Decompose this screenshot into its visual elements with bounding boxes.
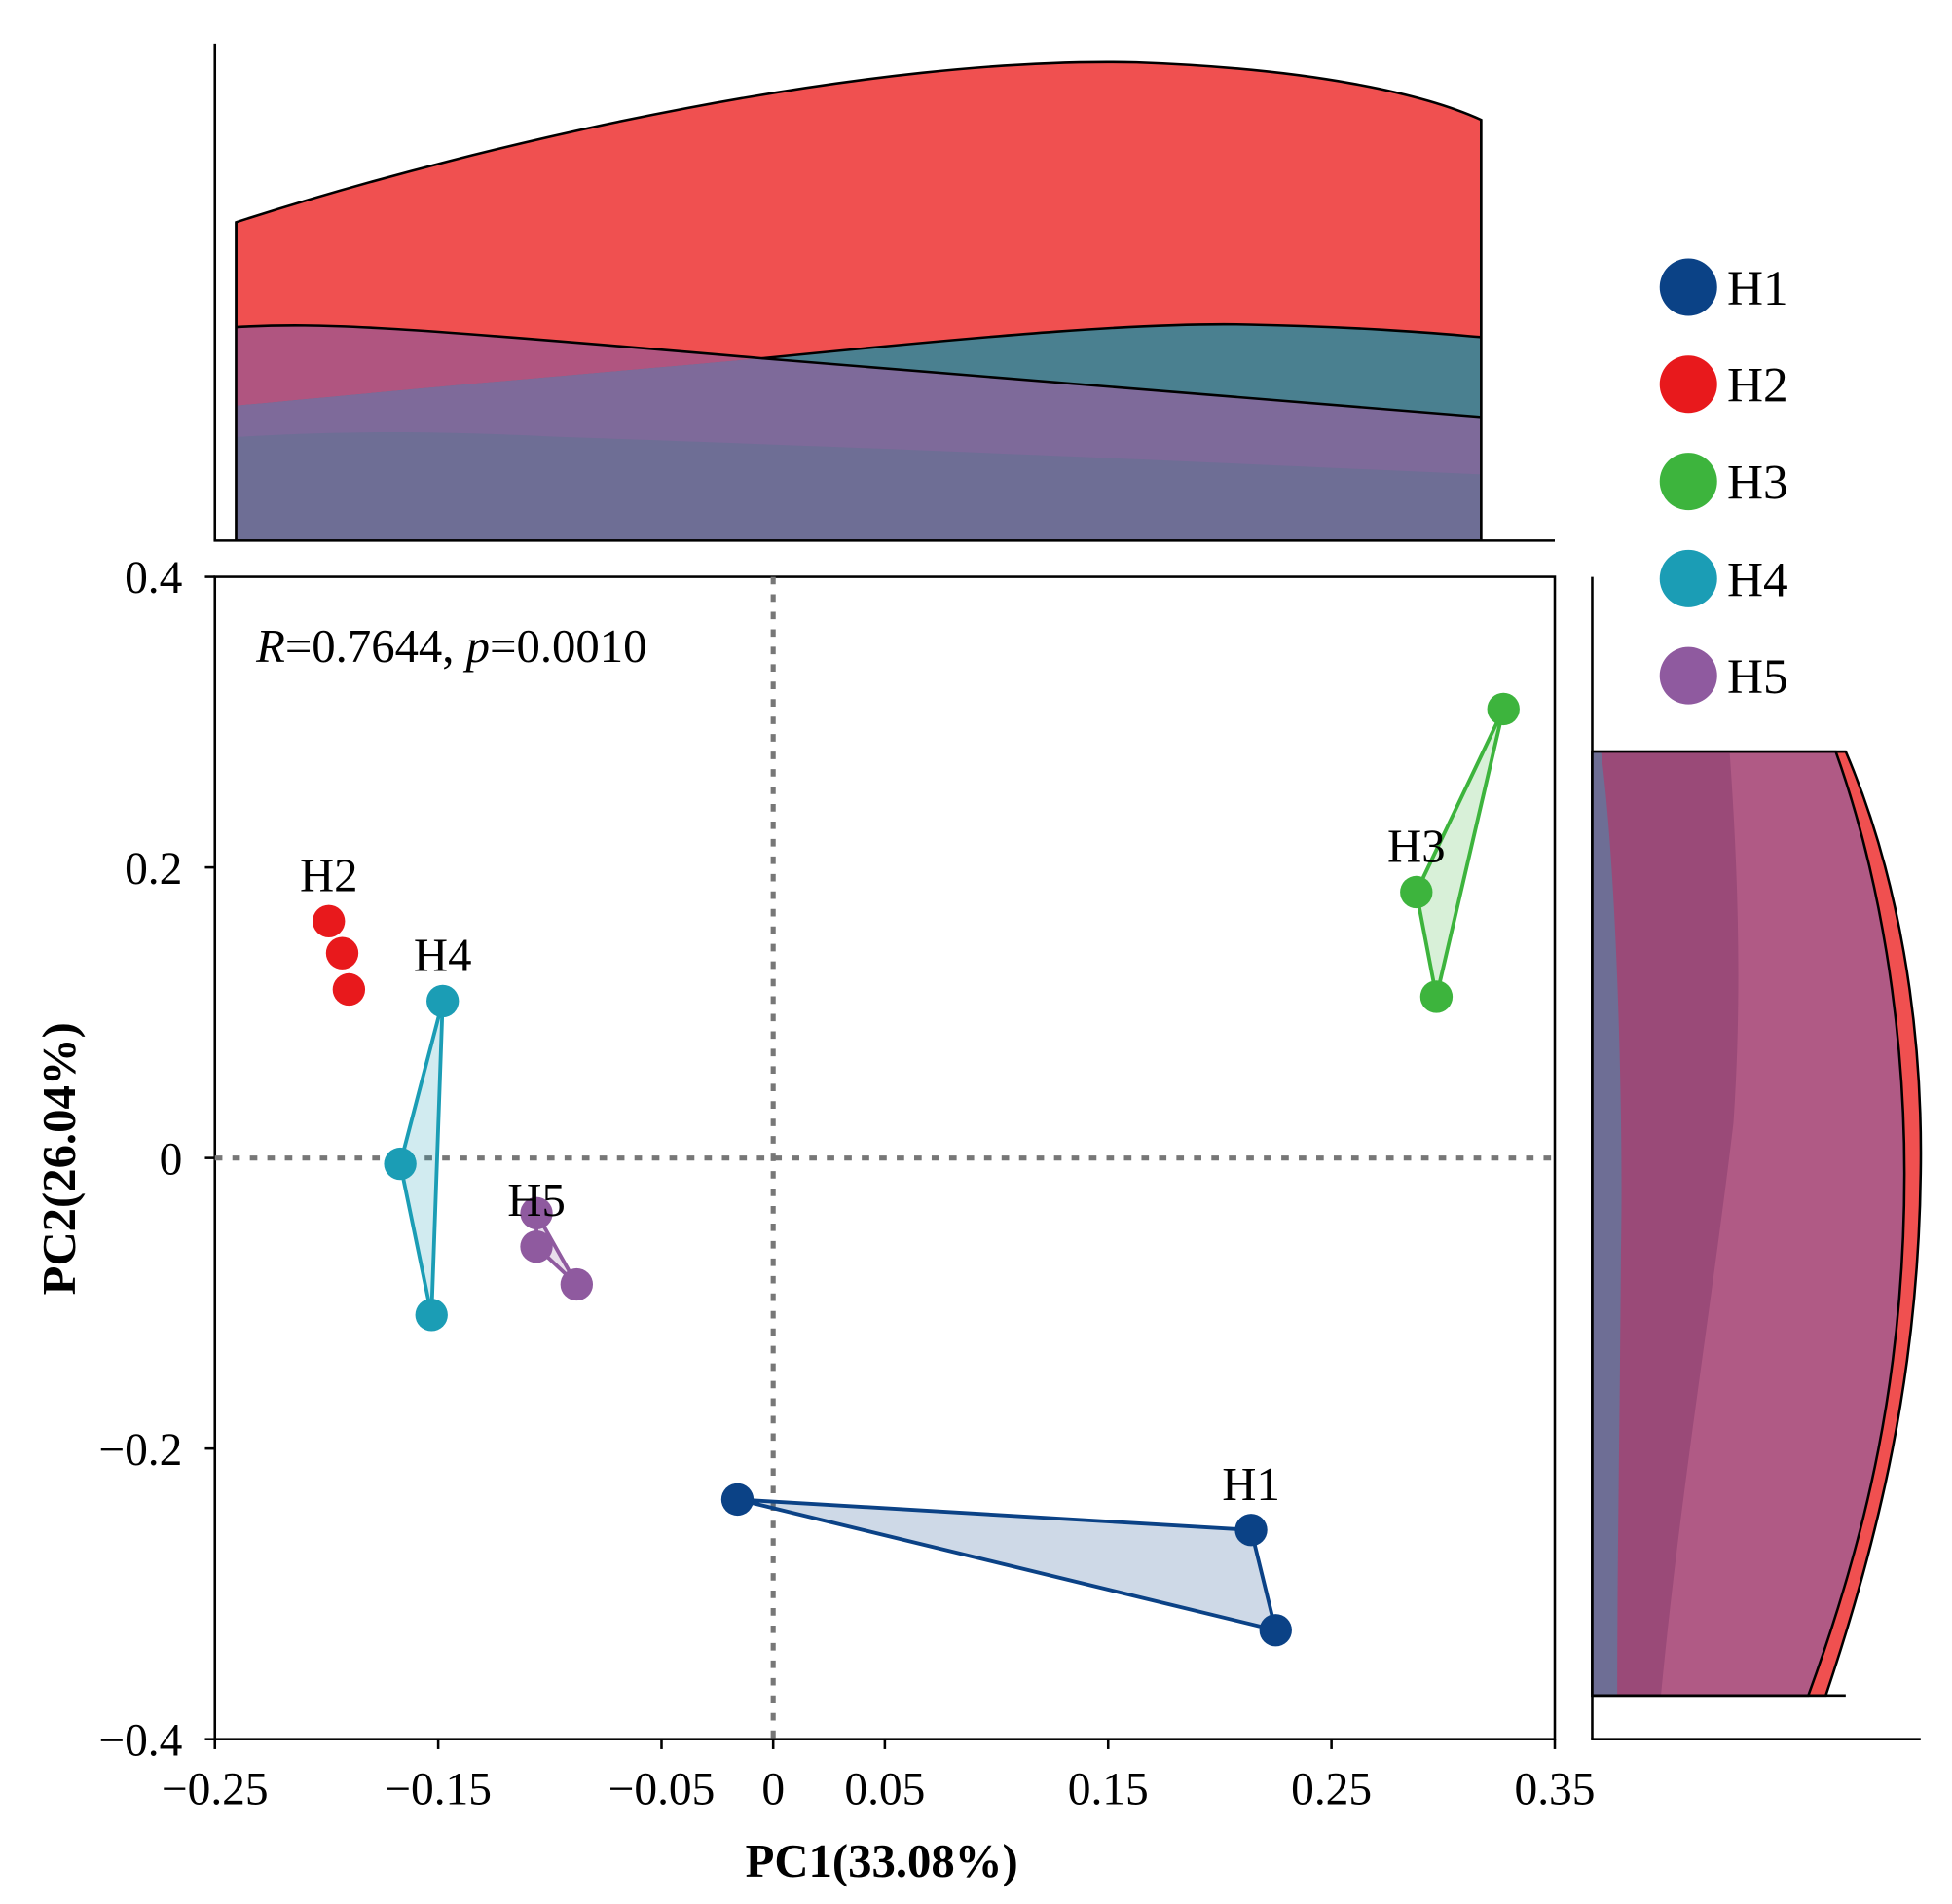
legend-marker xyxy=(1659,453,1717,511)
legend: H1 H2 H3 H4 H5 xyxy=(1659,258,1788,705)
legend-item-h2: H2 xyxy=(1659,355,1788,414)
legend-marker xyxy=(1659,258,1717,316)
group-h1: H1 xyxy=(720,1458,1292,1647)
legend-marker xyxy=(1659,355,1717,414)
group-label: H2 xyxy=(300,850,358,902)
data-point xyxy=(520,1230,553,1263)
legend-item-h1: H1 xyxy=(1659,258,1788,316)
group-label: H5 xyxy=(507,1174,566,1227)
x-tick-label: 0.25 xyxy=(1291,1764,1372,1814)
axis-ticks: −0.25 −0.15 −0.05 0 0.05 0.15 0.25 0.35 0.4 0.2 0 −… xyxy=(98,553,1595,1814)
group-h5: H5 xyxy=(507,1174,594,1301)
data-point xyxy=(1234,1514,1268,1547)
data-point xyxy=(520,1196,553,1230)
data-point xyxy=(313,904,346,938)
x-tick-label: −0.05 xyxy=(608,1764,716,1814)
legend-label: H5 xyxy=(1727,649,1788,705)
y-axis-label: PC2(26.04%) xyxy=(33,1022,86,1295)
data-point xyxy=(720,1483,755,1517)
legend-label: H3 xyxy=(1727,456,1788,511)
data-point xyxy=(415,1299,448,1332)
group-h2: H2 xyxy=(300,850,366,1007)
y-tick-label: 0.2 xyxy=(125,844,182,895)
group-label: H4 xyxy=(414,930,472,982)
data-point xyxy=(1259,1614,1292,1647)
hull-h4 xyxy=(398,999,445,1317)
y-tick-label: 0 xyxy=(160,1134,183,1185)
legend-marker xyxy=(1659,549,1717,607)
x-tick-label: 0.35 xyxy=(1514,1764,1595,1814)
legend-label: H1 xyxy=(1727,261,1788,316)
data-point xyxy=(325,936,359,970)
data-point xyxy=(332,972,366,1007)
y-tick-label: −0.4 xyxy=(98,1715,182,1766)
data-point xyxy=(384,1147,417,1181)
right-density-panel xyxy=(1591,576,1923,1740)
group-h3: H3 xyxy=(1387,692,1520,1013)
legend-item-h3: H3 xyxy=(1659,453,1788,511)
legend-item-h5: H5 xyxy=(1659,646,1788,705)
legend-item-h4: H4 xyxy=(1659,549,1788,607)
y-tick-label: −0.2 xyxy=(98,1425,182,1476)
density-h1 xyxy=(236,432,1482,540)
group-label: H1 xyxy=(1222,1458,1280,1511)
data-point xyxy=(1487,692,1520,726)
data-point xyxy=(560,1267,594,1301)
reference-lines xyxy=(214,576,1555,1739)
x-tick-label: 0.05 xyxy=(844,1764,925,1814)
density-h1-right xyxy=(1592,751,1622,1696)
data-point xyxy=(1400,875,1433,909)
y-tick-label: 0.4 xyxy=(125,553,182,604)
x-tick-label: −0.25 xyxy=(162,1764,269,1814)
x-tick-label: −0.15 xyxy=(385,1764,492,1814)
hull-h1 xyxy=(735,1497,1278,1632)
annotation-stats: R=0.7644, p=0.0010 xyxy=(255,620,646,673)
legend-marker xyxy=(1659,646,1717,705)
top-density-panel xyxy=(213,43,1555,542)
data-point xyxy=(426,984,460,1018)
hull-h5 xyxy=(534,1211,579,1287)
sample-groups: H1 H2 H3 H4 H5 xyxy=(300,692,1520,1647)
group-label: H3 xyxy=(1387,821,1446,873)
density-h4-right xyxy=(1596,751,1739,1696)
x-axis-label: PC1(33.08%) xyxy=(746,1835,1018,1887)
x-tick-label: 0 xyxy=(761,1764,785,1814)
x-tick-label: 0.15 xyxy=(1068,1764,1149,1814)
legend-label: H4 xyxy=(1727,552,1788,607)
data-point xyxy=(1419,980,1454,1013)
hull-h3 xyxy=(1414,707,1506,999)
legend-label: H2 xyxy=(1727,358,1788,414)
group-h4: H4 xyxy=(384,930,471,1332)
